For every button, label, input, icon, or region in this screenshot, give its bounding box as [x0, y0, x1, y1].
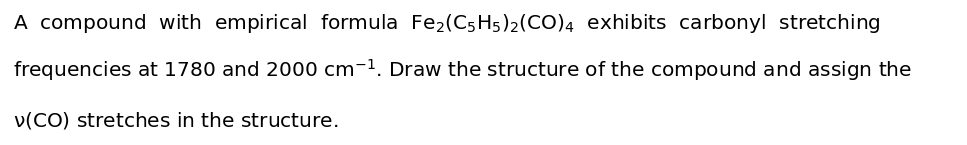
Text: $\nu$(CO) stretches in the structure.: $\nu$(CO) stretches in the structure. [13, 110, 338, 131]
Text: A  compound  with  empirical  formula  $\mathrm{Fe_2(C_5H_5)_2(CO)_4}$  exhibits: A compound with empirical formula $\math… [13, 12, 880, 35]
Text: frequencies at 1780 and 2000 cm$^{-1}$. Draw the structure of the compound and a: frequencies at 1780 and 2000 cm$^{-1}$. … [13, 57, 912, 83]
